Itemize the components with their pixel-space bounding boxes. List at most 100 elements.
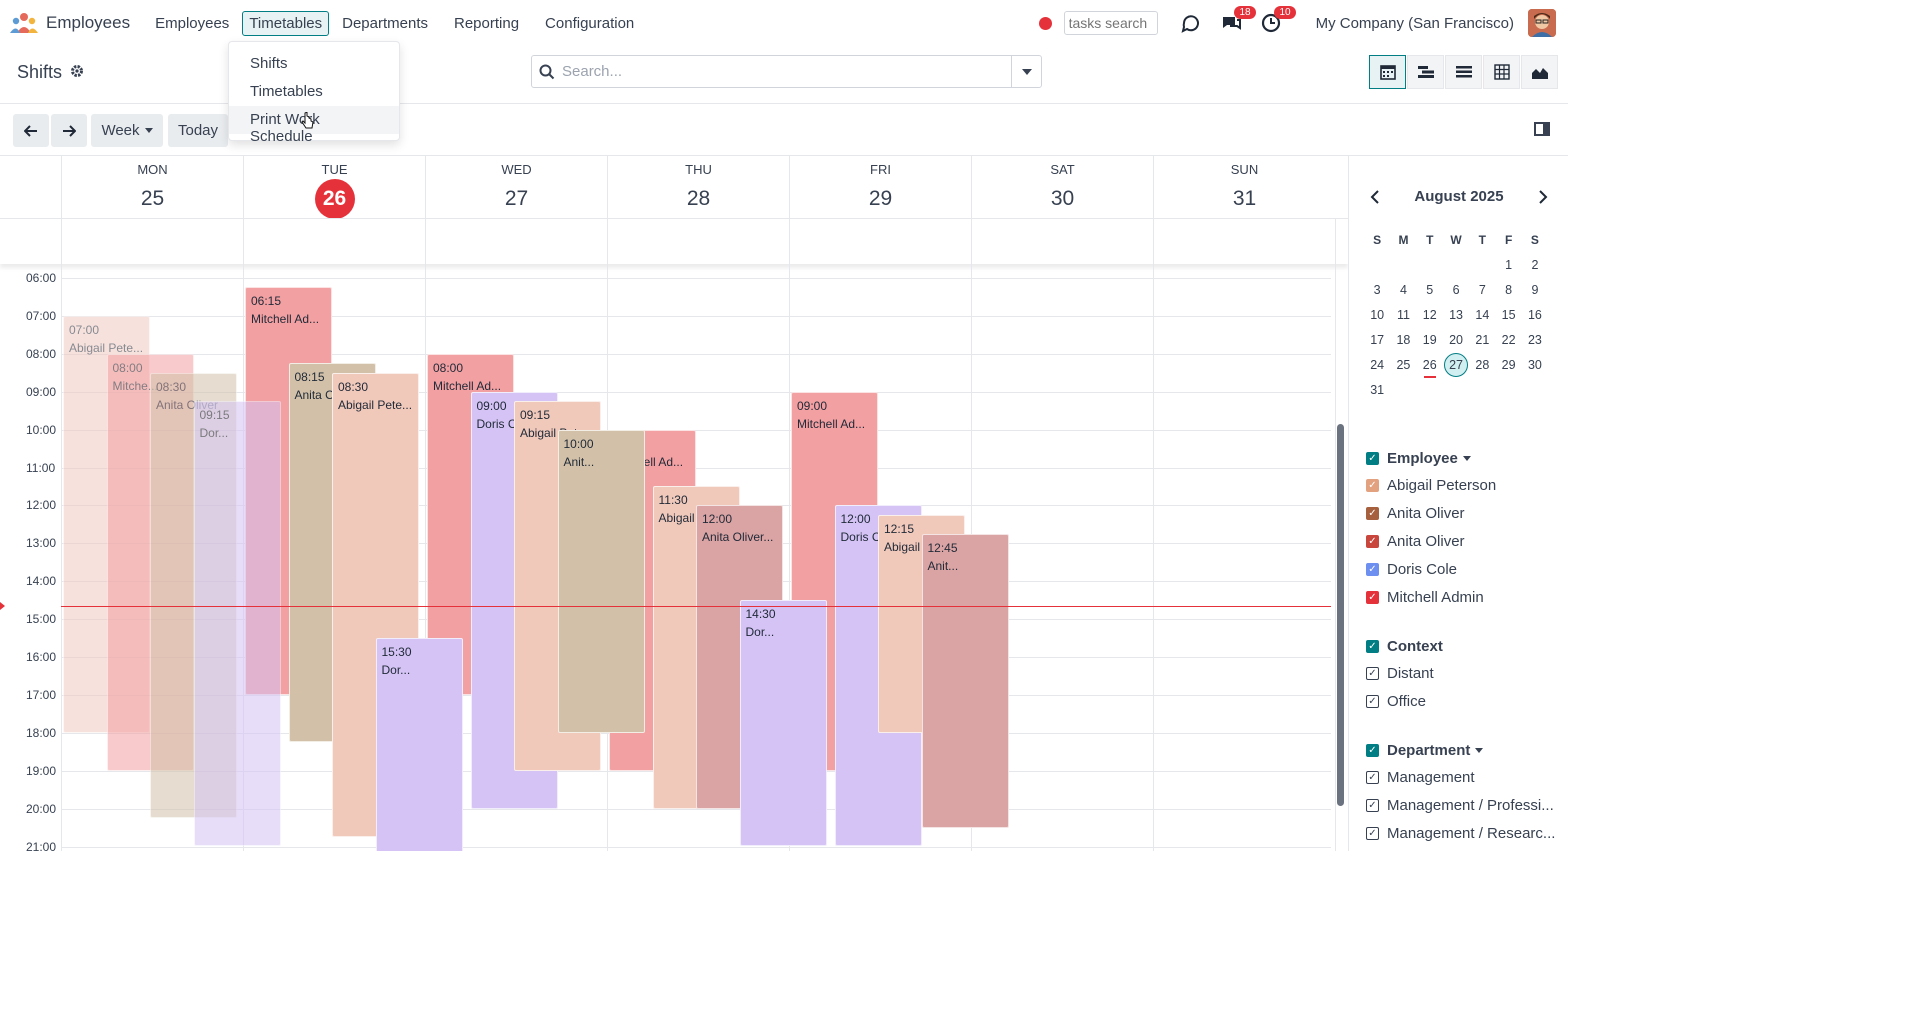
checkbox-checked-icon[interactable]: ✓: [1366, 799, 1379, 813]
calendar-view-button[interactable]: [1369, 55, 1406, 89]
mini-calendar-day[interactable]: 1: [1495, 253, 1521, 278]
next-button[interactable]: [51, 114, 87, 147]
mini-calendar-day[interactable]: 22: [1495, 328, 1521, 353]
mini-calendar-day[interactable]: 23: [1522, 328, 1548, 353]
mini-calendar-day[interactable]: 29: [1495, 353, 1521, 378]
day-number[interactable]: 27: [504, 187, 529, 210]
scale-dropdown[interactable]: Week: [91, 114, 163, 147]
employee-filter-item[interactable]: ✓ Doris Cole: [1366, 555, 1496, 583]
mini-calendar-day[interactable]: 21: [1469, 328, 1495, 353]
chevron-left-icon[interactable]: [1370, 189, 1380, 204]
activities-clock-icon[interactable]: 10: [1260, 6, 1296, 34]
checkbox-checked-icon[interactable]: ✓: [1366, 534, 1379, 548]
department-filter-header[interactable]: ✓ Department: [1366, 736, 1555, 764]
context-filter-header[interactable]: ✓ Context: [1366, 632, 1443, 660]
company-switcher[interactable]: My Company (San Francisco): [1315, 14, 1514, 32]
mini-calendar-day[interactable]: 5: [1417, 278, 1443, 303]
mini-calendar-day[interactable]: 20: [1443, 328, 1469, 353]
day-number[interactable]: 29: [868, 187, 893, 210]
mini-calendar-day[interactable]: 28: [1469, 353, 1495, 378]
mini-calendar-day[interactable]: 16: [1522, 303, 1548, 328]
search-options-toggle[interactable]: [1011, 56, 1041, 87]
mini-calendar-day[interactable]: 17: [1364, 328, 1390, 353]
menu-departments[interactable]: Departments: [342, 14, 428, 32]
side-panel-toggle-icon[interactable]: [1534, 122, 1550, 136]
gantt-view-button[interactable]: [1407, 55, 1444, 89]
previous-button[interactable]: [13, 114, 49, 147]
list-view-button[interactable]: [1445, 55, 1482, 89]
checkbox-checked-icon[interactable]: ✓: [1366, 479, 1379, 493]
app-brand[interactable]: Employees: [10, 12, 130, 34]
gear-icon[interactable]: [70, 64, 84, 82]
department-filter-item[interactable]: ✓ Management / Professi...: [1366, 792, 1555, 820]
mini-calendar-day[interactable]: 8: [1495, 278, 1521, 303]
shift-event[interactable]: 14:30 Dor...: [739, 600, 827, 847]
search-input[interactable]: Search...: [562, 63, 623, 80]
menu-configuration[interactable]: Configuration: [545, 14, 635, 32]
chevron-right-icon[interactable]: [1538, 189, 1548, 204]
mini-calendar-day[interactable]: 4: [1390, 278, 1416, 303]
checkbox-checked-icon[interactable]: ✓: [1366, 826, 1379, 840]
checkbox-checked-icon[interactable]: ✓: [1366, 507, 1379, 521]
user-avatar[interactable]: [1528, 9, 1556, 37]
pivot-view-button[interactable]: [1483, 55, 1520, 89]
checkbox-checked-icon[interactable]: ✓: [1366, 667, 1379, 681]
mini-calendar-day[interactable]: 9: [1522, 278, 1548, 303]
employee-filter-item[interactable]: ✓ Abigail Peterson: [1366, 472, 1496, 500]
mini-calendar-day[interactable]: 24: [1364, 353, 1390, 378]
search-bar[interactable]: Search...: [531, 55, 1042, 88]
employee-filter-header[interactable]: ✓ Employee: [1366, 444, 1496, 472]
day-number[interactable]: 30: [1050, 187, 1075, 210]
day-number[interactable]: 31: [1232, 187, 1257, 210]
mini-calendar-day[interactable]: 18: [1390, 328, 1416, 353]
mini-calendar-day[interactable]: 11: [1390, 303, 1416, 328]
menu-employees[interactable]: Employees: [155, 14, 230, 32]
mini-calendar-day[interactable]: 7: [1469, 278, 1495, 303]
context-filter-item[interactable]: ✓ Distant: [1366, 660, 1443, 688]
mini-calendar-day[interactable]: 10: [1364, 303, 1390, 328]
menu-timetables[interactable]: Timetables: [242, 10, 330, 36]
checkbox-checked-icon[interactable]: ✓: [1366, 695, 1379, 709]
shift-event[interactable]: 09:15 Dor...: [193, 401, 281, 847]
recording-indicator-icon[interactable]: [1038, 16, 1052, 30]
shift-event[interactable]: 10:00 Anit...: [557, 429, 645, 733]
department-filter-item[interactable]: ✓ Management / Researc...: [1366, 820, 1555, 848]
mini-calendar-day[interactable]: 12: [1417, 303, 1443, 328]
mini-calendar-day[interactable]: 31: [1364, 378, 1390, 403]
voip-phone-icon[interactable]: [1180, 12, 1202, 34]
mini-calendar-day[interactable]: 19: [1417, 328, 1443, 353]
messages-icon[interactable]: 18: [1220, 6, 1256, 34]
mini-calendar-day[interactable]: 26: [1417, 353, 1443, 378]
mini-calendar-day[interactable]: 2: [1522, 253, 1548, 278]
dropdown-item-print-work-schedule[interactable]: Print Work Schedule: [229, 106, 399, 145]
mini-calendar-day[interactable]: 30: [1522, 353, 1548, 378]
employee-filter-item[interactable]: ✓ Anita Oliver: [1366, 500, 1496, 528]
mini-calendar-day[interactable]: 15: [1495, 303, 1521, 328]
tasks-search-input[interactable]: [1063, 11, 1158, 35]
mini-calendar-day[interactable]: 14: [1469, 303, 1495, 328]
mini-calendar-day[interactable]: 3: [1364, 278, 1390, 303]
menu-reporting[interactable]: Reporting: [454, 14, 520, 32]
checkbox-checked-icon[interactable]: ✓: [1366, 771, 1379, 785]
today-button[interactable]: Today: [168, 114, 228, 147]
today-date-badge[interactable]: 26: [314, 179, 355, 219]
checkbox-checked-icon[interactable]: ✓: [1366, 590, 1379, 604]
mini-calendar-day[interactable]: 6: [1443, 278, 1469, 303]
shift-event[interactable]: 12:45 Anit...: [921, 533, 1009, 828]
department-filter-item[interactable]: ✓ Management: [1366, 764, 1555, 792]
checkbox-checked-icon[interactable]: ✓: [1366, 639, 1379, 653]
employee-filter-item[interactable]: ✓ Mitchell Admin: [1366, 583, 1496, 611]
mini-calendar-day[interactable]: 13: [1443, 303, 1469, 328]
graph-view-button[interactable]: [1521, 55, 1558, 89]
day-number[interactable]: 28: [686, 187, 711, 210]
day-number[interactable]: 25: [140, 187, 165, 210]
shift-event[interactable]: 15:30 Dor...: [375, 638, 463, 851]
checkbox-checked-icon[interactable]: ✓: [1366, 562, 1379, 576]
checkbox-checked-icon[interactable]: ✓: [1366, 451, 1379, 465]
mini-calendar-day[interactable]: 27: [1443, 353, 1469, 378]
mini-calendar-day[interactable]: 25: [1390, 353, 1416, 378]
context-filter-item[interactable]: ✓ Office: [1366, 688, 1443, 716]
calendar-scrollbar-thumb[interactable]: [1337, 424, 1344, 806]
dropdown-item-timetables[interactable]: Timetables: [250, 83, 323, 100]
employee-filter-item[interactable]: ✓ Anita Oliver: [1366, 528, 1496, 556]
